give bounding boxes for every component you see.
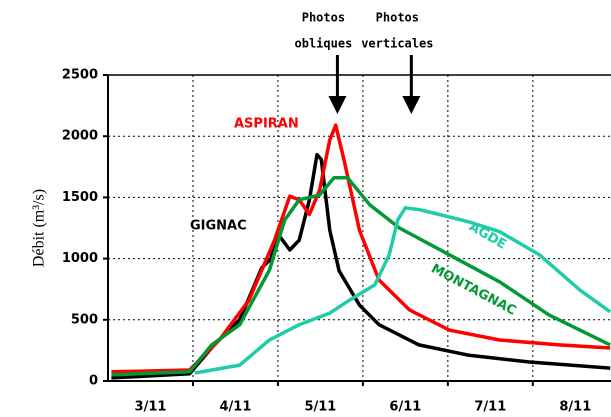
annotation-text: Photos bbox=[302, 11, 345, 25]
y-tick-label: 500 bbox=[71, 312, 98, 327]
annotation-text: obliques bbox=[295, 37, 353, 51]
x-tick-label: 4/11 bbox=[220, 400, 252, 415]
series-label: MONTAGNAC bbox=[428, 261, 518, 318]
x-tick-label: 3/11 bbox=[135, 400, 167, 415]
annotation-text: Photos bbox=[376, 11, 419, 25]
annotation-arrowhead bbox=[402, 96, 421, 114]
series-label: ASPIRAN bbox=[234, 117, 299, 132]
x-tick-label: 7/11 bbox=[474, 400, 506, 415]
x-tick-label: 5/11 bbox=[304, 400, 336, 415]
y-tick-label: 0 bbox=[89, 374, 98, 389]
series-label: AGDE bbox=[466, 220, 508, 253]
x-tick-label: 8/11 bbox=[559, 400, 591, 415]
series-line bbox=[194, 206, 611, 375]
x-tick-label: 6/11 bbox=[389, 400, 421, 415]
y-tick-label: 2500 bbox=[62, 68, 98, 83]
annotation-text: verticales bbox=[361, 37, 433, 51]
annotation-arrowhead bbox=[328, 96, 347, 114]
series-line bbox=[111, 152, 611, 380]
y-axis-label: Débit (m³/s) bbox=[31, 189, 48, 267]
y-tick-label: 2000 bbox=[62, 129, 98, 144]
y-tick-label: 1000 bbox=[62, 251, 98, 266]
y-tick-label: 1500 bbox=[62, 190, 98, 205]
series-line bbox=[111, 123, 611, 374]
series-label: GIGNAC bbox=[190, 219, 247, 234]
series-line bbox=[111, 176, 611, 377]
